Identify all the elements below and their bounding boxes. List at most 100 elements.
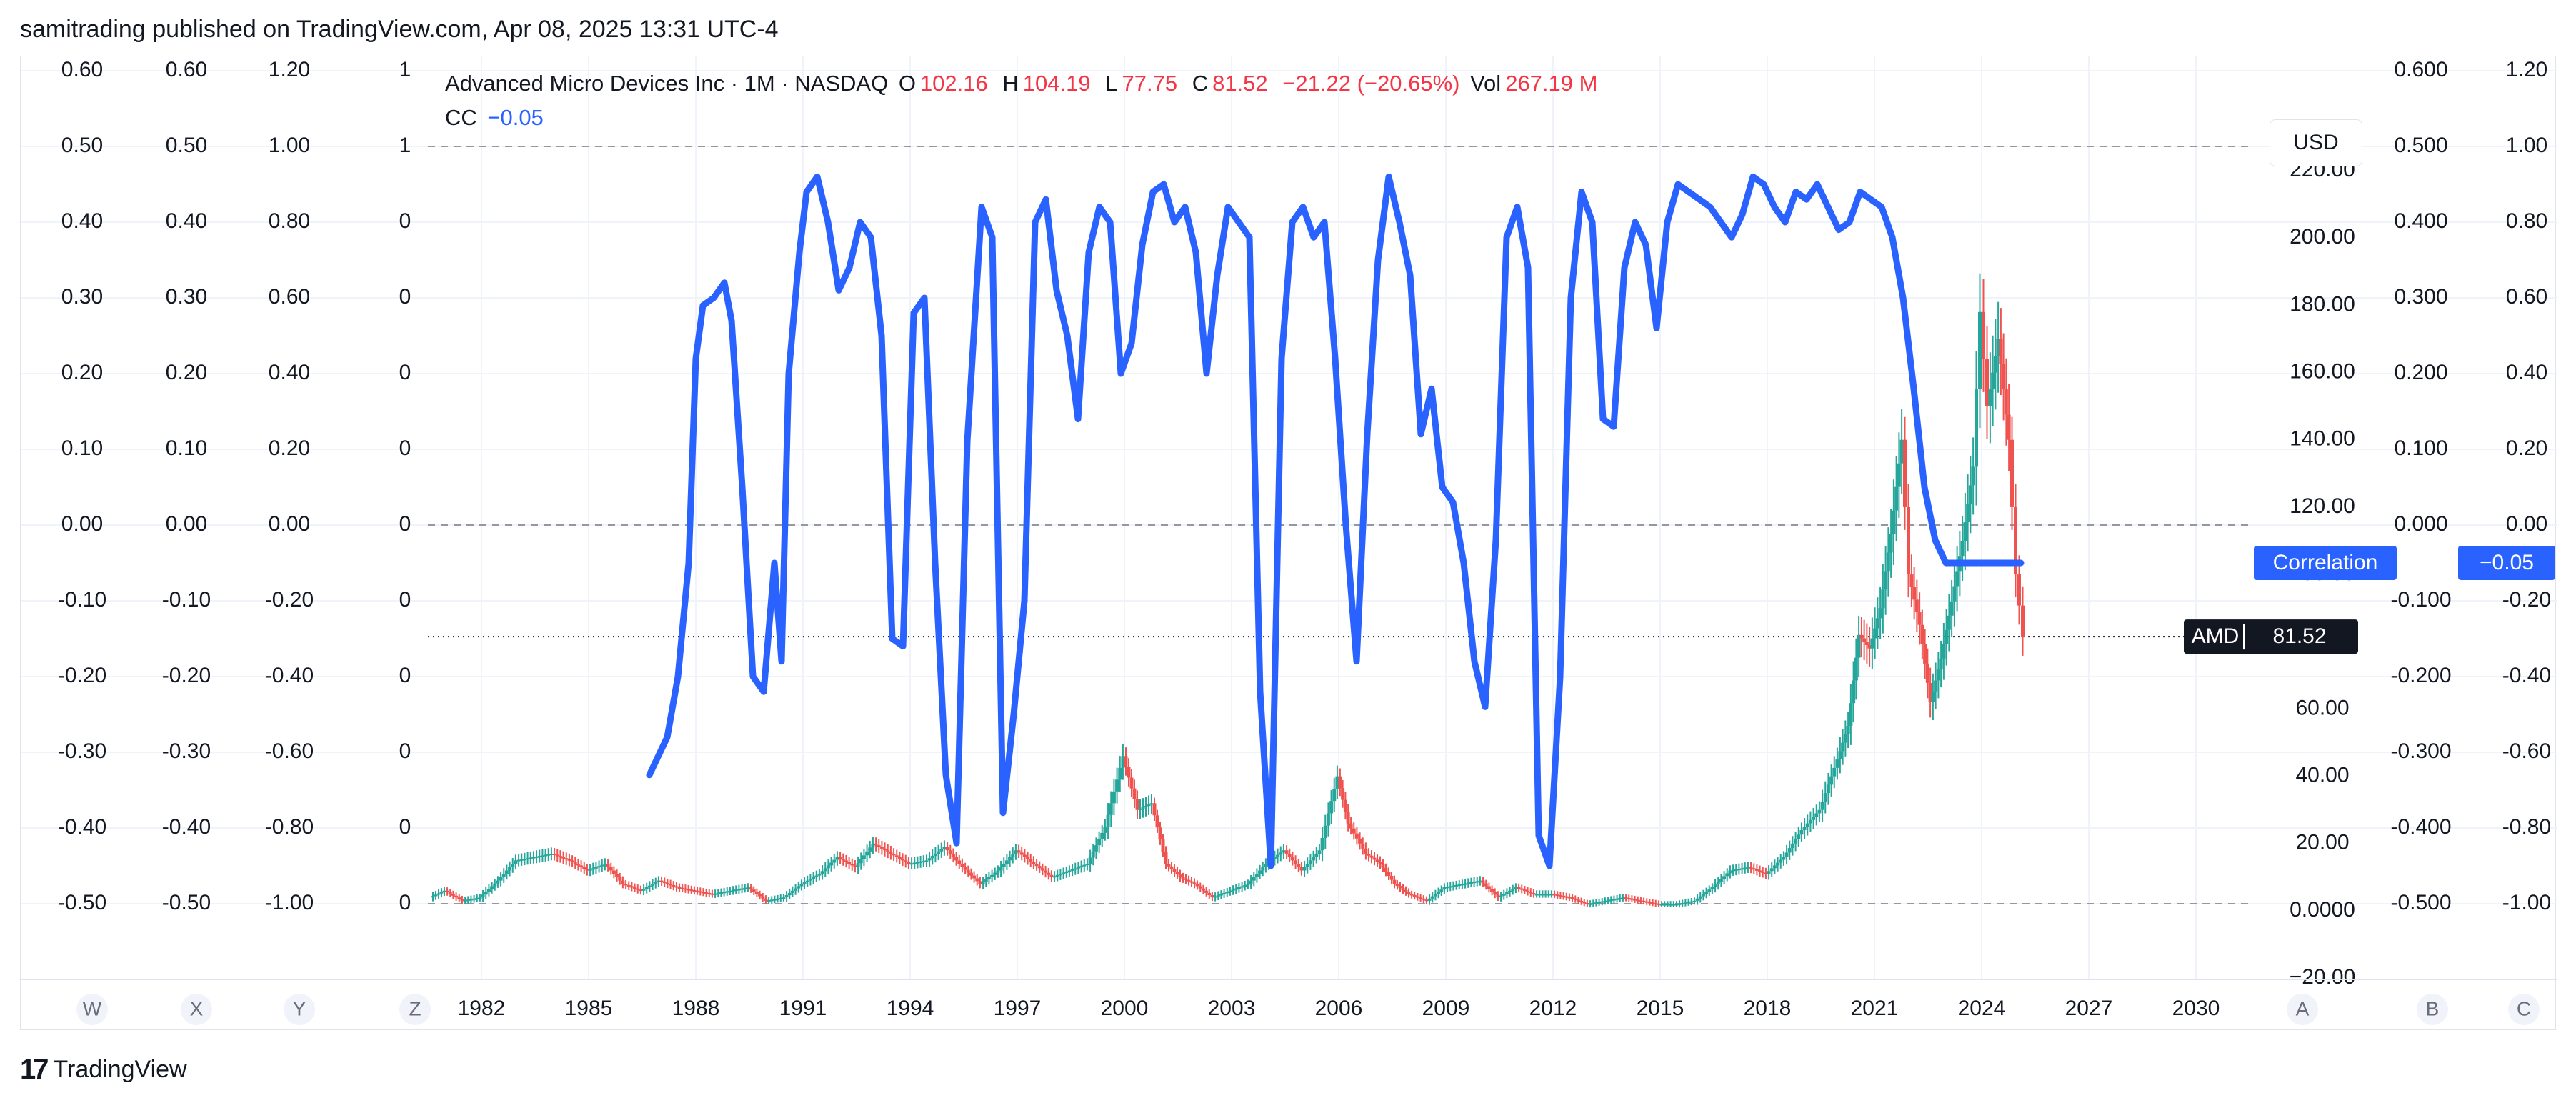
candle-body	[1534, 894, 1539, 896]
candle-body	[761, 896, 765, 899]
candle-body	[722, 892, 727, 894]
price-candle	[1181, 872, 1185, 883]
price-candle	[1076, 862, 1080, 874]
left-scale-tick: 0.40	[269, 361, 310, 384]
price-scale-tick: 140.00	[2290, 427, 2355, 451]
price-candle	[1582, 899, 1587, 907]
price-candle	[817, 869, 822, 881]
price-candle	[463, 897, 467, 904]
candle-body	[1854, 657, 1858, 681]
price-candle	[996, 865, 1000, 878]
price-candle	[1341, 780, 1345, 808]
price-candle	[1472, 877, 1477, 887]
price-candle	[672, 881, 676, 891]
price-candle	[1991, 335, 1995, 426]
price-candle	[636, 884, 640, 894]
candle-body	[1797, 834, 1801, 839]
price-candle	[1144, 797, 1148, 817]
candle-body	[1823, 793, 1827, 802]
price-candle	[1312, 850, 1316, 867]
price-candle	[1487, 882, 1491, 893]
price-candle	[883, 842, 887, 857]
candle-body	[960, 864, 964, 867]
price-candle	[1746, 862, 1750, 874]
scale-letter-bg	[2508, 994, 2540, 1025]
candle-body	[1463, 883, 1467, 885]
right-scale-tick: 0.600	[2394, 58, 2447, 81]
candle-body	[1427, 898, 1432, 901]
price-candle	[1814, 804, 1819, 826]
candle-body	[1152, 803, 1157, 816]
price-candle	[665, 879, 669, 889]
candle-body	[1138, 808, 1142, 810]
price-candle	[606, 859, 610, 872]
price-candle	[734, 885, 738, 894]
candle-body	[1121, 756, 1125, 768]
scale-letter: A	[2296, 997, 2310, 1019]
candle-body	[1687, 902, 1691, 904]
scale-letter-bg	[181, 994, 212, 1025]
price-candle	[701, 888, 705, 897]
price-candle	[1457, 880, 1462, 889]
candle-body	[692, 889, 697, 892]
x-tick-label: 2030	[2172, 997, 2220, 1020]
chart-frame[interactable]: 0.60 0.50 0.40 0.30 0.20 0.10 0.00 -0.10 -0.20 -0…	[20, 56, 2557, 1031]
price-candle	[1950, 580, 1954, 637]
candle-body	[767, 900, 771, 902]
candle-body	[463, 900, 467, 902]
correlation-label: Correlation	[2273, 551, 2378, 574]
price-candle	[522, 852, 526, 866]
candle-body	[1454, 884, 1459, 887]
candle-body	[1710, 887, 1714, 890]
price-candle	[901, 853, 905, 867]
price-candle	[552, 847, 556, 861]
price-candle	[963, 862, 967, 874]
price-candle	[1284, 845, 1289, 859]
price-candle	[862, 848, 866, 867]
candle-body	[626, 884, 631, 887]
currency-button[interactable]: USD	[2270, 119, 2362, 166]
tradingview-logo[interactable]: 17 TradingView	[20, 1053, 187, 1086]
candle-body	[1857, 634, 1861, 658]
candle-body	[588, 869, 592, 871]
price-scale-tick: 120.00	[2290, 494, 2355, 518]
price-candle	[1701, 889, 1705, 901]
price-candle	[1314, 847, 1319, 864]
candle-body	[448, 892, 452, 894]
candle-body	[713, 893, 717, 895]
price-candle	[1680, 899, 1684, 907]
price-candle	[1603, 897, 1607, 905]
candle-body	[1731, 869, 1735, 872]
candle-body	[1878, 608, 1882, 619]
price-candle	[501, 868, 506, 883]
price-candle	[1034, 859, 1039, 871]
candle-body	[481, 894, 485, 898]
candle-body	[1985, 359, 1989, 406]
price-candle	[1740, 862, 1744, 874]
candle-body	[1361, 843, 1365, 849]
candle-body	[1047, 872, 1051, 875]
price-candle	[1430, 892, 1434, 903]
candle-body	[1677, 903, 1682, 905]
correlation-series-line	[646, 173, 2025, 869]
candle-body	[835, 857, 839, 860]
price-candle	[1859, 617, 1864, 657]
candle-body	[1835, 759, 1839, 768]
price-candle	[519, 853, 524, 866]
candle-body	[1326, 813, 1330, 826]
legend-indicator[interactable]: CC −0.05	[445, 105, 548, 131]
candle-body	[641, 889, 646, 891]
left-scale-tick: 0.60	[61, 58, 103, 81]
candle-body	[1349, 823, 1353, 829]
candle-body	[1437, 892, 1441, 894]
candle-body	[1017, 850, 1021, 853]
right-scale-tick: 0.40	[2506, 361, 2547, 384]
candle-body	[1859, 634, 1864, 639]
price-candle	[1767, 864, 1771, 880]
candle-body	[758, 894, 762, 897]
candle-body	[1412, 895, 1417, 897]
price-candle	[782, 894, 786, 902]
price-candle	[1161, 834, 1165, 857]
price-candle	[2007, 384, 2011, 471]
chart-canvas[interactable]: 0.60 0.50 0.40 0.30 0.20 0.10 0.00 -0.10 -0.20 -0…	[21, 56, 2557, 1031]
